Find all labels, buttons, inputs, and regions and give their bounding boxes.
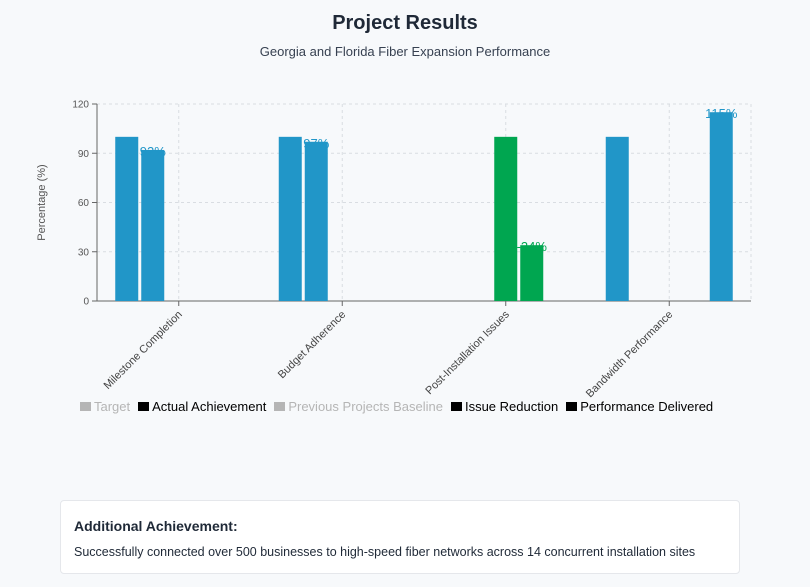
additional-achievement-card: Additional Achievement: Successfully con… <box>60 500 740 574</box>
legend-item-previous-projects-baseline[interactable]: Previous Projects Baseline <box>274 399 443 414</box>
y-tick-label: 120 <box>72 100 89 111</box>
y-tick-label: 30 <box>78 247 90 258</box>
legend-label: Performance Delivered <box>580 399 714 414</box>
chart-subtitle: Georgia and Florida Fiber Expansion Perf… <box>259 44 551 59</box>
legend-swatch <box>274 402 286 411</box>
legend-label: Actual Achievement <box>152 399 267 414</box>
data-label: -34% <box>517 239 548 254</box>
x-tick-label: Milestone Completion <box>102 309 185 392</box>
bar-target <box>278 136 302 301</box>
bar-previous-projects-baseline <box>494 136 518 301</box>
legend-label: Target <box>94 399 131 414</box>
bar-actual-achievement <box>304 141 328 301</box>
chart-legend: Target Actual Achievement Previous Project… <box>80 399 721 414</box>
legend-item-target[interactable]: Target <box>80 399 130 414</box>
note-text: Successfully connected over 500 business… <box>74 545 696 559</box>
legend-swatch <box>450 402 462 411</box>
legend-label: Issue Reduction <box>464 399 559 414</box>
bar-performance-delivered <box>709 112 733 301</box>
y-tick-label: 60 <box>78 198 90 209</box>
bar-target <box>605 136 629 301</box>
legend-item-performance-delivered[interactable]: Performance Delivered <box>566 399 713 414</box>
bar-issue-reduction <box>520 245 544 301</box>
note-title: Additional Achievement: <box>74 518 238 534</box>
x-tick-label: Budget Adherence <box>276 309 349 382</box>
x-tick-label: Post-Installation Issues <box>423 308 512 397</box>
bar-chart: 0 30 60 90 120 Percentage (%) Milestone Comple… <box>36 100 752 401</box>
legend-swatch <box>566 402 578 411</box>
data-label: 115% <box>705 106 738 121</box>
x-tick-label: Bandwidth Performance <box>584 309 676 401</box>
data-label: 97% <box>303 136 329 151</box>
y-axis-label: Percentage (%) <box>36 164 48 240</box>
legend-swatch <box>80 402 91 411</box>
y-tick-label: 0 <box>83 297 89 308</box>
legend-label: Previous Projects Baseline <box>288 399 443 414</box>
bar-actual-achievement <box>141 149 165 301</box>
legend-item-actual-achievement[interactable]: Actual Achievement <box>138 399 266 414</box>
data-label: 92% <box>140 144 166 159</box>
chart-title: Project Results <box>332 12 478 34</box>
bar-target <box>115 136 139 301</box>
y-tick-label: 90 <box>78 149 90 160</box>
legend-item-issue-reduction[interactable]: Issue Reduction <box>450 399 559 414</box>
legend-swatch <box>138 402 150 411</box>
